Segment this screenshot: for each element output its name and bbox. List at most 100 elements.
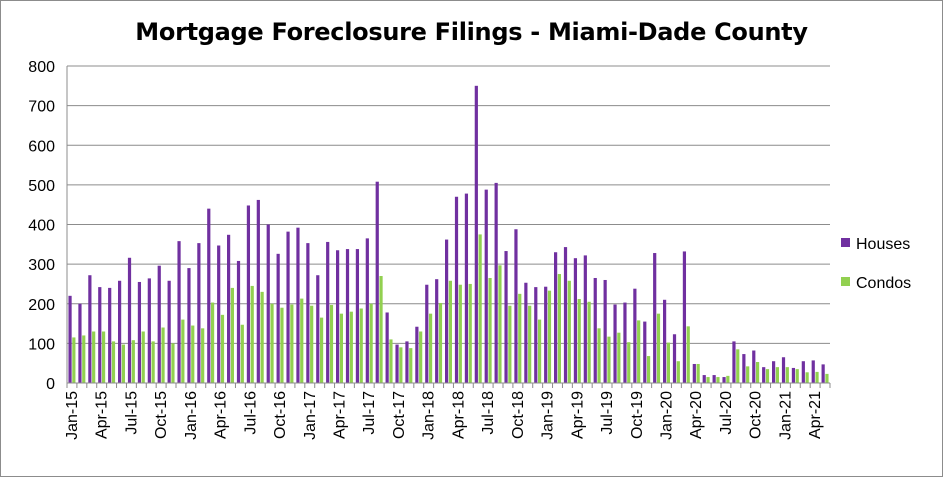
bar-houses bbox=[554, 252, 558, 383]
bar-condos bbox=[161, 327, 165, 383]
x-tick-label: Oct-18 bbox=[510, 391, 527, 439]
x-tick-label: Apr-16 bbox=[213, 391, 230, 439]
bar-condos bbox=[409, 348, 413, 383]
bar-condos bbox=[686, 326, 690, 383]
bar-houses bbox=[781, 357, 786, 383]
bar-houses bbox=[276, 253, 280, 383]
bar-houses bbox=[504, 251, 508, 383]
bar-condos bbox=[825, 373, 829, 383]
x-tick-label: Apr-19 bbox=[569, 391, 586, 439]
bar-condos bbox=[498, 265, 502, 383]
y-axis-ticks: 0 100 200 300 400 500 600 700 800 bbox=[28, 59, 55, 393]
bar-houses bbox=[702, 375, 706, 383]
x-tick-label: Apr-15 bbox=[94, 391, 111, 439]
bar-houses bbox=[623, 302, 627, 383]
bar-houses bbox=[316, 275, 320, 383]
bar-condos bbox=[656, 313, 661, 383]
bar-condos bbox=[597, 328, 601, 383]
bar-condos bbox=[101, 331, 106, 383]
bar-condos bbox=[567, 280, 571, 383]
bar-condos bbox=[191, 325, 195, 383]
bar-condos bbox=[72, 337, 76, 383]
legend-label-condos: Condos bbox=[856, 275, 911, 292]
bar-condos bbox=[111, 341, 116, 383]
bar-condos bbox=[280, 307, 284, 383]
bar-condos bbox=[310, 305, 314, 383]
bar-houses bbox=[772, 361, 776, 383]
bar-condos bbox=[785, 367, 789, 383]
bar-condos bbox=[428, 313, 433, 383]
bar-condos bbox=[349, 311, 353, 383]
legend-label-houses: Houses bbox=[856, 236, 910, 253]
bar-houses bbox=[137, 281, 142, 383]
bar-condos bbox=[399, 347, 403, 383]
bar-condos bbox=[676, 361, 680, 383]
bar-houses bbox=[643, 321, 647, 383]
bar-houses bbox=[484, 189, 488, 383]
bar-condos bbox=[607, 336, 611, 383]
bar-houses bbox=[692, 363, 696, 383]
bar-condos bbox=[379, 276, 383, 383]
bar-condos bbox=[547, 290, 552, 383]
bar-condos bbox=[359, 308, 363, 383]
bar-condos bbox=[765, 369, 770, 383]
y-tick-label: 400 bbox=[28, 218, 55, 235]
bar-condos bbox=[181, 319, 185, 383]
bar-condos bbox=[131, 340, 135, 383]
bar-condos bbox=[448, 280, 452, 383]
bar-houses bbox=[177, 241, 181, 383]
bar-houses bbox=[435, 279, 439, 383]
legend: Houses Condos bbox=[841, 236, 911, 292]
bar-houses bbox=[534, 287, 538, 383]
bar-condos bbox=[488, 277, 492, 383]
bar-houses bbox=[147, 278, 151, 383]
bar-houses bbox=[811, 360, 815, 383]
bar-condos bbox=[557, 274, 561, 383]
bar-condos bbox=[458, 284, 462, 383]
bar-condos bbox=[230, 287, 234, 383]
bar-houses bbox=[722, 377, 726, 383]
bar-houses bbox=[108, 287, 112, 383]
bar-houses bbox=[672, 334, 677, 383]
bar-condos bbox=[240, 324, 244, 383]
bar-houses bbox=[603, 279, 607, 383]
bar-houses bbox=[762, 367, 766, 383]
bar-houses bbox=[157, 265, 161, 383]
y-tick-label: 800 bbox=[28, 59, 55, 76]
bar-houses bbox=[742, 354, 746, 383]
bar-houses bbox=[732, 341, 736, 383]
bar-condos bbox=[706, 377, 710, 383]
x-tick-label: Jan-21 bbox=[777, 391, 794, 440]
bars bbox=[68, 85, 829, 384]
x-tick-label: Jul-16 bbox=[242, 391, 259, 435]
bar-houses bbox=[663, 299, 667, 383]
bar-houses bbox=[791, 367, 796, 383]
legend-swatch-condos bbox=[841, 277, 850, 286]
bar-houses bbox=[256, 199, 260, 383]
bar-houses bbox=[236, 260, 241, 383]
bar-condos bbox=[478, 234, 482, 383]
bar-condos bbox=[805, 372, 809, 383]
bar-condos bbox=[726, 375, 730, 383]
bar-houses bbox=[801, 361, 805, 383]
x-tick-label: Oct-19 bbox=[629, 391, 646, 439]
bar-houses bbox=[425, 284, 429, 383]
bar-houses bbox=[583, 255, 587, 383]
bar-condos bbox=[300, 298, 304, 383]
bar-condos bbox=[121, 344, 125, 383]
bar-houses bbox=[415, 326, 419, 383]
legend-swatch-houses bbox=[841, 238, 850, 247]
bar-condos bbox=[319, 317, 324, 383]
x-tick-label: Apr-21 bbox=[807, 391, 824, 439]
bar-houses bbox=[118, 280, 122, 383]
chart-title: Mortgage Foreclosure Filings - Miami-Dad… bbox=[135, 18, 808, 46]
bar-houses bbox=[98, 287, 102, 383]
bar-condos bbox=[746, 366, 750, 383]
x-tick-label: Jul-15 bbox=[123, 391, 140, 435]
bar-houses bbox=[68, 295, 72, 383]
bar-houses bbox=[405, 341, 409, 383]
bar-condos bbox=[438, 302, 443, 383]
x-axis-ticks: Jan-15 Apr-15 Jul-15 Oct-15 Jan-16 Apr-16 Jul-… bbox=[64, 391, 824, 440]
y-tick-label: 0 bbox=[46, 376, 55, 393]
